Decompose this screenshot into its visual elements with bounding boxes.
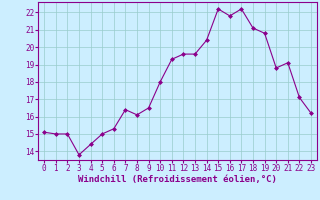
X-axis label: Windchill (Refroidissement éolien,°C): Windchill (Refroidissement éolien,°C) xyxy=(78,175,277,184)
